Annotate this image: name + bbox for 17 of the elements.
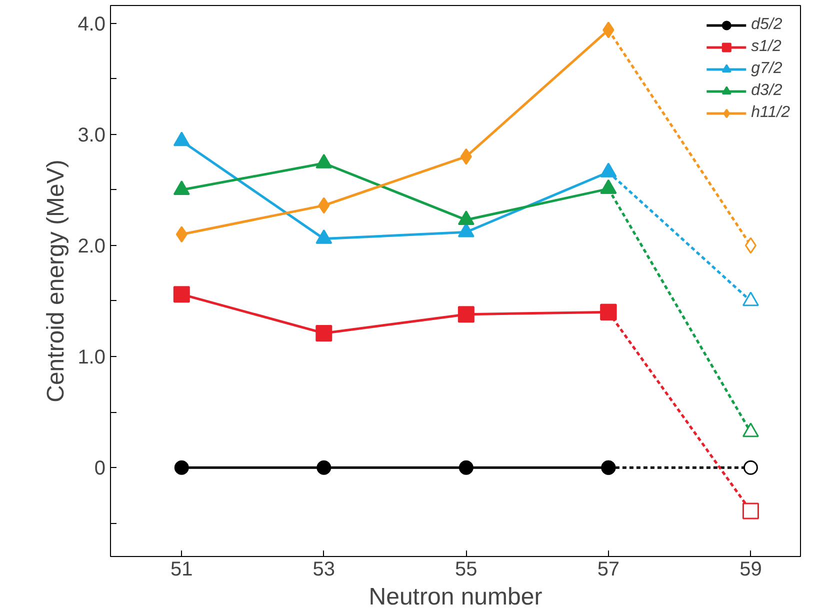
x-axis-title: Neutron number: [368, 584, 542, 610]
x-tick-label: 53: [312, 558, 336, 580]
x-tick-label: 51: [170, 558, 193, 580]
x-tick-label: 59: [740, 558, 762, 580]
legend-label: s1/2: [751, 38, 782, 56]
legend-label: h11/2: [751, 104, 790, 122]
x-tick-label: 57: [597, 558, 620, 580]
y-tick-label: 0: [94, 458, 106, 480]
x-tick-label: 55: [455, 558, 478, 580]
y-tick-label: 2.0: [78, 235, 106, 258]
y-tick-label: 3.0: [78, 124, 106, 146]
legend-label: g7/2: [751, 60, 782, 78]
legend-label: d5/2: [751, 16, 782, 34]
y-tick-label: 1.0: [78, 346, 106, 369]
legend-label: d3/2: [751, 82, 782, 100]
y-axis-title: Centroid energy (MeV): [42, 160, 70, 402]
y-tick-label: 4.0: [78, 13, 106, 36]
